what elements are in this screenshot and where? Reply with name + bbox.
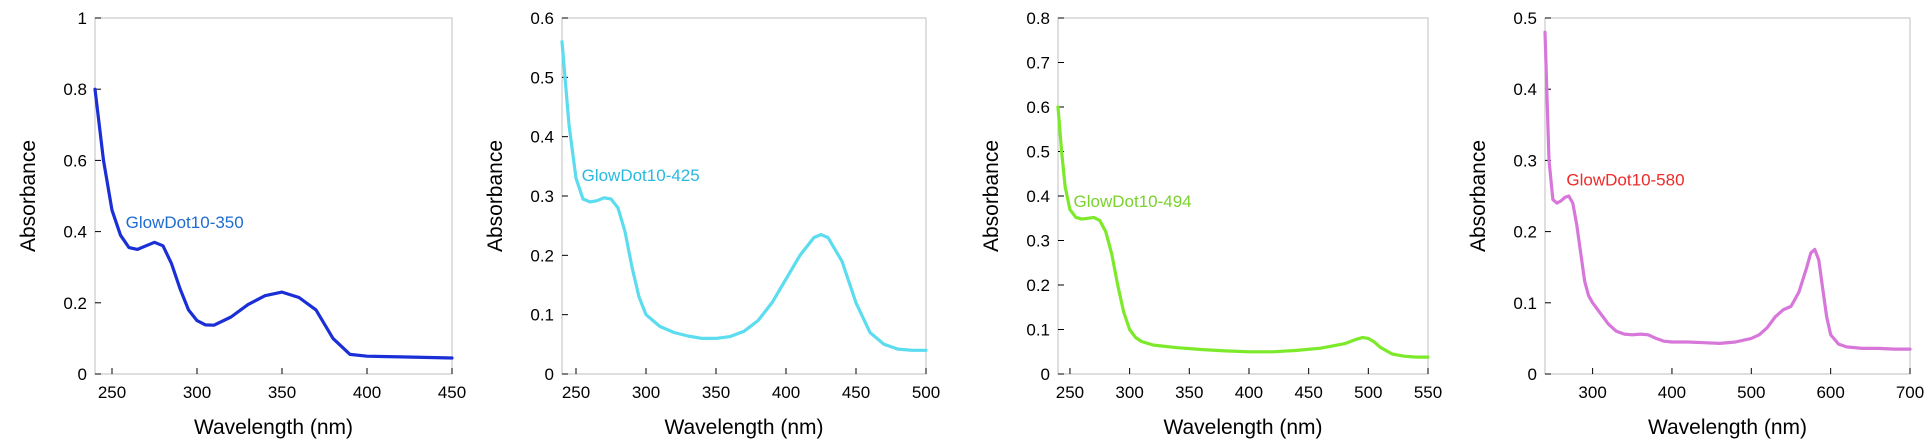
plot-frame [561,17,927,375]
x-tick-label: 250 [98,383,126,402]
y-tick-label: 0.2 [1026,276,1050,295]
x-tick-label: 400 [1658,383,1686,402]
chart-panel-4: 300 400 500 600 700 0 0.1 0.2 0.3 0.4 0.5 Wavelengt… [1467,9,1924,439]
x-tick-label: 700 [1896,383,1924,402]
y-tick-label: 0 [1041,365,1050,384]
series-line [560,40,928,352]
y-axis-label: Absorbance [1467,140,1490,252]
y-tick-label: 0 [1528,365,1537,384]
x-tick-label: 450 [1294,383,1322,402]
y-tick-label: 0.1 [1026,321,1050,340]
x-tick-label: 550 [1414,383,1442,402]
y-axis-label: Absorbance [980,140,1003,252]
x-tick-label: 500 [1354,383,1382,402]
x-axis-label: Wavelength (nm) [194,416,353,439]
plot-frame [1544,17,1911,375]
series-annotation: GlowDot10-350 [126,213,244,232]
x-tick-label: 450 [842,383,870,402]
y-tick-label: 0.2 [63,294,87,313]
x-tick-label: 600 [1816,383,1844,402]
x-tick-label: 300 [632,383,660,402]
y-tick-label: 0.5 [1026,143,1050,162]
x-tick-label: 350 [702,383,730,402]
y-tick-label: 0.1 [1513,294,1537,313]
y-tick-label: 0.6 [530,9,554,28]
x-axis-label: Wavelength (nm) [1163,416,1322,439]
y-tick-label: 0.5 [1513,9,1537,28]
y-tick-label: 0.4 [63,223,87,242]
x-tick-label: 300 [183,383,211,402]
y-tick-label: 0.4 [1026,187,1050,206]
x-tick-label: 450 [438,383,466,402]
y-tick-label: 0.3 [1513,151,1537,170]
y-tick-label: 0.7 [1026,54,1050,73]
chart-panel-1: 250 300 350 400 450 0 0.2 0.4 0.6 0.8 1 Wavelength … [17,9,466,439]
x-tick-label: 350 [268,383,296,402]
x-tick-label: 250 [1056,383,1084,402]
y-tick-label: 0 [78,365,87,384]
series-line [93,87,454,360]
x-tick-label: 350 [1175,383,1203,402]
y-tick-label: 0 [545,365,554,384]
x-tick-label: 500 [912,383,940,402]
y-axis-label: Absorbance [17,140,40,252]
series-line [1543,30,1912,351]
y-tick-label: 0.5 [530,68,554,87]
series-annotation: GlowDot10-580 [1566,170,1684,189]
series-annotation: GlowDot10-494 [1074,192,1192,211]
y-tick-label: 0.8 [63,80,87,99]
series-line [1056,105,1430,359]
series-annotation: GlowDot10-425 [582,166,700,185]
x-tick-label: 300 [1578,383,1606,402]
x-axis-label: Wavelength (nm) [664,416,823,439]
y-axis-label: Absorbance [484,140,507,252]
y-tick-label: 0.1 [530,306,554,325]
y-tick-label: 0.6 [63,151,87,170]
y-tick-label: 0.2 [1513,223,1537,242]
x-axis-label: Wavelength (nm) [1648,416,1807,439]
chart-panel-3: 250 300 350 400 450 500 550 0 0.1 0.2 0.3 0.4 0.5 0.6… [980,9,1442,439]
y-tick-label: 0.3 [1026,232,1050,251]
plot-frame [94,17,453,375]
x-tick-label: 400 [1235,383,1263,402]
x-tick-label: 300 [1115,383,1143,402]
x-tick-label: 500 [1737,383,1765,402]
x-tick-label: 400 [772,383,800,402]
y-tick-label: 0.4 [1513,80,1537,99]
x-tick-label: 400 [353,383,381,402]
y-tick-label: 0.2 [530,246,554,265]
x-tick-label: 250 [562,383,590,402]
y-tick-label: 0.4 [530,128,554,147]
y-tick-label: 1 [78,9,87,28]
y-tick-label: 0.3 [530,187,554,206]
y-tick-label: 0.6 [1026,98,1050,117]
chart-panel-2: 250 300 350 400 450 500 0 0.1 0.2 0.3 0.4 0.5 0.6 Wav… [484,9,940,439]
y-tick-label: 0.8 [1026,9,1050,28]
